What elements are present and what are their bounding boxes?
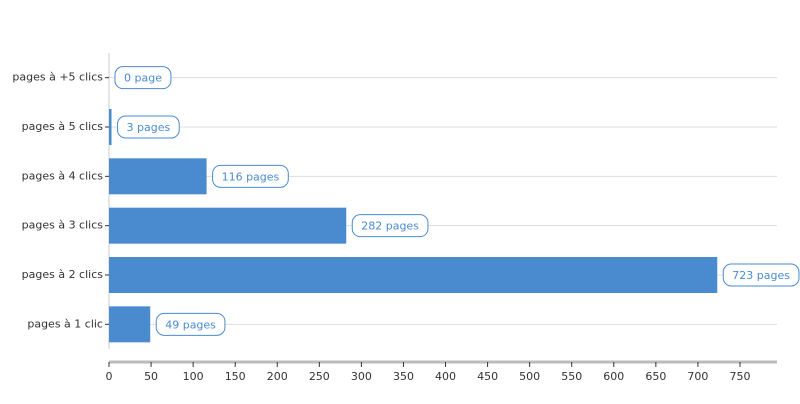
bar — [109, 207, 347, 244]
y-tick-label: pages à 2 clics — [22, 268, 104, 281]
value-label-box — [155, 312, 226, 336]
value-label: 116 pages — [222, 170, 280, 183]
x-tick-label: 450 — [477, 370, 498, 383]
x-tick-label: 750 — [729, 370, 750, 383]
x-tick-label: 500 — [519, 370, 540, 383]
x-tick-label: 150 — [225, 370, 246, 383]
y-tick-label: pages à 4 clics — [22, 169, 104, 182]
y-tick-label: pages à +5 clics — [12, 71, 103, 84]
y-tick-label: pages à 3 clics — [22, 219, 104, 232]
value-label-box — [722, 263, 800, 287]
x-tick-label: 200 — [267, 370, 288, 383]
bar — [109, 158, 207, 195]
value-label: 0 page — [124, 72, 162, 85]
value-label-box — [114, 66, 172, 90]
value-label: 723 pages — [732, 269, 790, 282]
x-tick-label: 300 — [351, 370, 372, 383]
x-tick-label: 400 — [435, 370, 456, 383]
x-tick-label: 700 — [687, 370, 708, 383]
value-label: 3 pages — [127, 121, 171, 134]
x-tick-label: 250 — [309, 370, 330, 383]
value-label-box — [351, 214, 429, 238]
y-tick-label: pages à 1 clic — [27, 317, 103, 330]
value-label-box — [212, 164, 289, 188]
x-tick-label: 650 — [645, 370, 666, 383]
value-label: 49 pages — [165, 318, 216, 331]
bar — [109, 306, 151, 343]
x-tick-label: 550 — [561, 370, 582, 383]
x-tick-label: 0 — [106, 370, 113, 383]
x-tick-label: 350 — [393, 370, 414, 383]
x-tick-label: 100 — [183, 370, 204, 383]
x-tick-label: 600 — [603, 370, 624, 383]
bar — [109, 109, 112, 145]
y-tick-label: pages à 5 clics — [22, 120, 104, 133]
x-tick-label: 50 — [144, 370, 158, 383]
value-label-box — [117, 115, 180, 139]
value-label: 282 pages — [361, 220, 419, 233]
bar — [109, 257, 718, 293]
